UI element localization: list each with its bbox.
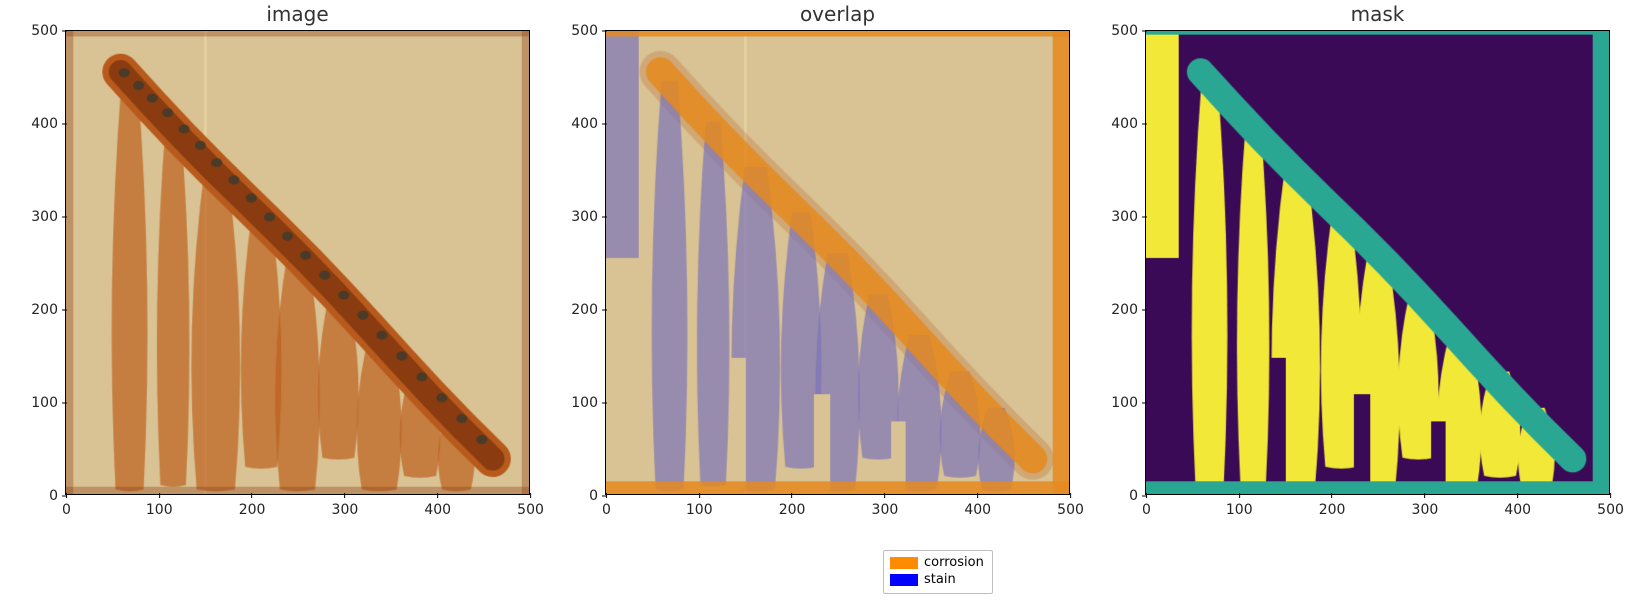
legend-item: stain <box>890 572 984 589</box>
legend-swatch <box>890 557 918 569</box>
xtick: 200 <box>239 494 266 518</box>
panel-image <box>1146 31 1609 494</box>
xtick: 300 <box>872 494 899 518</box>
ytick: 200 <box>1111 302 1146 318</box>
panel-title: overlap <box>605 2 1070 26</box>
legend-swatch <box>890 574 918 586</box>
legend-item: corrosion <box>890 555 984 572</box>
axes: 01002003004005000100200300400500 <box>65 30 530 495</box>
xtick: 400 <box>1504 494 1531 518</box>
legend-label: stain <box>924 572 956 589</box>
ytick: 400 <box>31 116 66 132</box>
panel-image: image01002003004005000100200300400500 <box>65 30 530 495</box>
axes: 01002003004005000100200300400500 <box>605 30 1070 495</box>
xtick: 300 <box>332 494 359 518</box>
ytick: 100 <box>1111 395 1146 411</box>
xtick: 500 <box>1057 494 1084 518</box>
xtick: 100 <box>1226 494 1253 518</box>
ytick: 200 <box>31 302 66 318</box>
ytick: 300 <box>571 209 606 225</box>
xtick: 500 <box>517 494 544 518</box>
ytick: 100 <box>31 395 66 411</box>
ytick: 400 <box>1111 116 1146 132</box>
ytick: 500 <box>571 23 606 39</box>
ytick: 500 <box>1111 23 1146 39</box>
ytick: 500 <box>31 23 66 39</box>
xtick: 400 <box>424 494 451 518</box>
xtick: 0 <box>1142 494 1151 518</box>
xtick: 200 <box>1319 494 1346 518</box>
axes: 01002003004005000100200300400500 <box>1145 30 1610 495</box>
xtick: 0 <box>602 494 611 518</box>
xtick: 200 <box>779 494 806 518</box>
ytick: 400 <box>571 116 606 132</box>
xtick: 0 <box>62 494 71 518</box>
xtick: 500 <box>1597 494 1624 518</box>
xtick: 300 <box>1412 494 1439 518</box>
xtick: 100 <box>686 494 713 518</box>
figure: image01002003004005000100200300400500ove… <box>0 0 1648 608</box>
ytick: 200 <box>571 302 606 318</box>
ytick: 300 <box>1111 209 1146 225</box>
legend-label: corrosion <box>924 555 984 572</box>
legend: corrosionstain <box>883 550 993 594</box>
panel-mask: mask01002003004005000100200300400500 <box>1145 30 1610 495</box>
panel-image <box>606 31 1069 494</box>
panel-title: mask <box>1145 2 1610 26</box>
xtick: 100 <box>146 494 173 518</box>
xtick: 400 <box>964 494 991 518</box>
panel-title: image <box>65 2 530 26</box>
panel-image <box>66 31 529 494</box>
ytick: 100 <box>571 395 606 411</box>
panel-overlap: overlap01002003004005000100200300400500 <box>605 30 1070 495</box>
ytick: 300 <box>31 209 66 225</box>
